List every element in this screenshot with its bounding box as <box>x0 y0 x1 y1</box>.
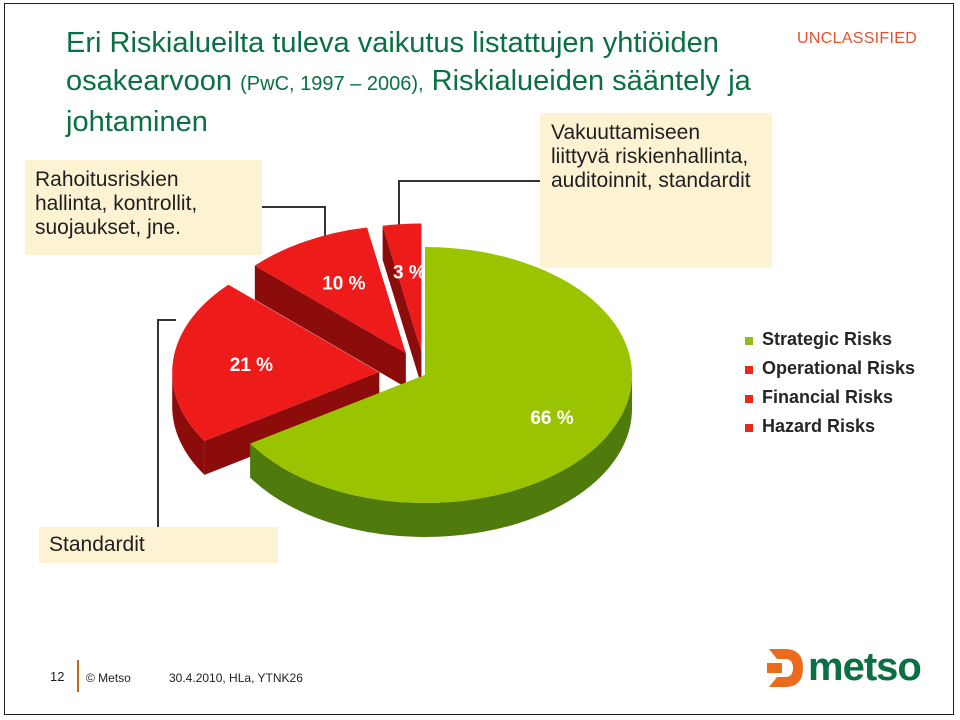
pie-slice-label: 3 % <box>393 263 426 284</box>
slide-frame <box>4 3 954 715</box>
pie-slice-top <box>382 223 422 352</box>
pie-slices: 3 % 10 % 21 % 66 % <box>172 223 632 537</box>
pie-slice-operational-risks: 21 % <box>172 284 380 475</box>
financial-risks-note: Rahoitusriskien hallinta, kontrollit, su… <box>25 160 262 255</box>
connector-operational <box>157 319 176 527</box>
title-source: (PwC, 1997 – 2006), <box>240 73 424 95</box>
pie-slice-label: 10 % <box>322 274 365 295</box>
pie-slice-wall <box>382 225 422 386</box>
pie-slice-top <box>250 247 632 504</box>
pie-slice-wall <box>254 265 406 388</box>
hazard-risks-note: Vakuuttamiseen liittyvä riskienhallinta,… <box>540 113 772 268</box>
legend-label: Operational Risks <box>762 358 916 378</box>
pie-slice-wall <box>204 372 380 475</box>
page-number: 12 <box>50 669 65 684</box>
footer-divider <box>77 660 79 692</box>
legend-label: Strategic Risks <box>762 329 893 349</box>
logo-text: metso <box>808 645 922 689</box>
metso-logo: metso <box>765 643 922 693</box>
classification-label: UNCLASSIFIED <box>797 30 918 47</box>
metso-logo-icon <box>767 649 803 687</box>
operational-risks-note: Standardit <box>39 527 278 563</box>
legend-swatch <box>745 395 753 403</box>
title-main: Eri Riskialueilta tuleva vaikutus listat… <box>66 27 719 97</box>
pie-slice-top <box>254 227 406 354</box>
pie-slice-side <box>172 372 205 475</box>
connector-financial <box>262 206 326 240</box>
legend-label: Hazard Risks <box>762 416 876 436</box>
legend-swatch <box>745 337 753 345</box>
footer-date: 30.4.2010, HLa, YTNK26 <box>169 671 303 685</box>
pie-slice-financial-risks: 10 % <box>254 227 406 388</box>
pie-slice-label: 21 % <box>230 355 273 376</box>
connector-hazard <box>398 180 540 238</box>
pie-slice-label: 66 % <box>530 408 573 429</box>
pie-slice-side <box>250 375 632 537</box>
legend-swatch <box>745 424 753 432</box>
legend-label: Financial Risks <box>762 387 894 407</box>
pie-slice-top <box>172 284 380 441</box>
footer-copyright: © Metso <box>86 671 131 685</box>
slide-title: Eri Riskialueilta tuleva vaikutus listat… <box>66 24 826 141</box>
title-subtitle: Riskialueiden sääntely ja johtaminen <box>66 65 751 138</box>
pie-slice-strategic-risks: 66 % <box>250 247 632 537</box>
pie-slice-hazard-risks: 3 % <box>382 223 426 386</box>
legend-swatch <box>745 366 753 374</box>
